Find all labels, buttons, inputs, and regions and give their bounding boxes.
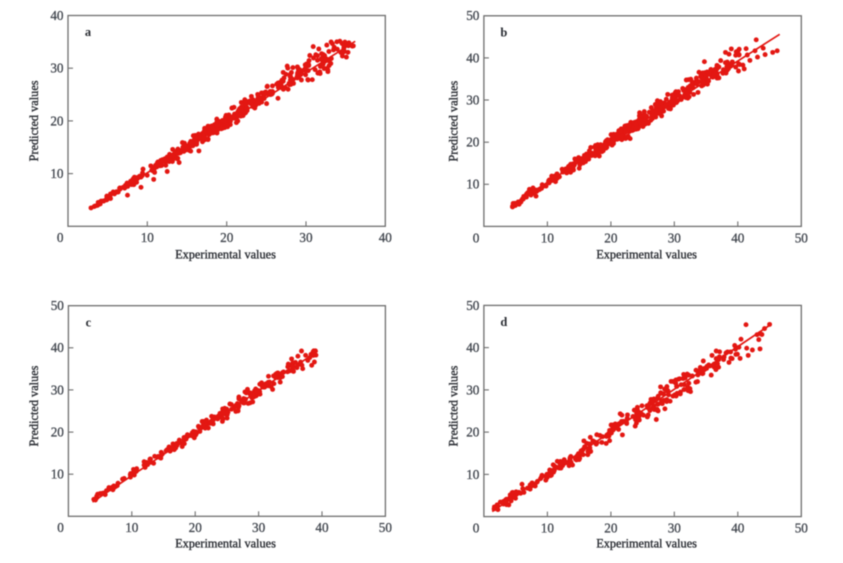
svg-text:20: 20 bbox=[50, 113, 64, 128]
svg-text:20: 20 bbox=[604, 230, 618, 245]
svg-text:10: 10 bbox=[125, 520, 139, 535]
svg-text:30: 30 bbox=[50, 61, 64, 76]
svg-text:40: 40 bbox=[50, 8, 64, 23]
svg-text:30: 30 bbox=[51, 382, 65, 397]
svg-text:20: 20 bbox=[466, 425, 480, 440]
svg-text:30: 30 bbox=[668, 521, 682, 536]
svg-text:Predicted values: Predicted values bbox=[27, 80, 41, 161]
svg-text:40: 40 bbox=[315, 520, 329, 535]
svg-text:10: 10 bbox=[541, 230, 555, 245]
svg-text:0: 0 bbox=[57, 230, 64, 245]
svg-text:40: 40 bbox=[466, 50, 480, 65]
svg-text:Predicted values: Predicted values bbox=[447, 80, 461, 161]
svg-text:Experimental values: Experimental values bbox=[175, 536, 276, 550]
svg-text:50: 50 bbox=[795, 521, 809, 536]
svg-text:30: 30 bbox=[299, 230, 313, 245]
svg-text:0: 0 bbox=[473, 230, 480, 245]
svg-text:50: 50 bbox=[466, 298, 480, 313]
svg-text:50: 50 bbox=[466, 8, 480, 23]
svg-text:10: 10 bbox=[141, 230, 155, 245]
svg-text:50: 50 bbox=[795, 230, 809, 245]
svg-text:0: 0 bbox=[57, 520, 64, 535]
svg-text:40: 40 bbox=[731, 230, 745, 245]
svg-text:Predicted values: Predicted values bbox=[447, 365, 461, 446]
svg-text:50: 50 bbox=[379, 520, 393, 535]
svg-text:40: 40 bbox=[379, 230, 393, 245]
svg-text:50: 50 bbox=[51, 298, 65, 313]
svg-text:Experimental values: Experimental values bbox=[175, 247, 276, 261]
svg-text:0: 0 bbox=[473, 521, 480, 536]
svg-text:20: 20 bbox=[220, 230, 234, 245]
svg-text:a: a bbox=[85, 25, 92, 39]
svg-text:b: b bbox=[500, 26, 507, 40]
svg-text:30: 30 bbox=[466, 382, 480, 397]
svg-text:Predicted values: Predicted values bbox=[27, 365, 41, 446]
svg-text:20: 20 bbox=[189, 520, 203, 535]
svg-text:20: 20 bbox=[51, 425, 65, 440]
svg-text:d: d bbox=[500, 315, 507, 329]
svg-text:10: 10 bbox=[51, 467, 65, 482]
svg-text:40: 40 bbox=[466, 340, 480, 355]
svg-text:30: 30 bbox=[252, 520, 266, 535]
svg-text:40: 40 bbox=[731, 521, 745, 536]
svg-text:10: 10 bbox=[466, 467, 480, 482]
svg-text:10: 10 bbox=[50, 166, 64, 181]
svg-text:30: 30 bbox=[466, 92, 480, 107]
svg-text:c: c bbox=[86, 315, 92, 329]
svg-text:30: 30 bbox=[668, 230, 682, 245]
svg-text:10: 10 bbox=[541, 521, 555, 536]
svg-text:20: 20 bbox=[466, 135, 480, 150]
svg-text:Experimental values: Experimental values bbox=[596, 536, 697, 550]
svg-text:Experimental values: Experimental values bbox=[596, 247, 697, 261]
svg-text:40: 40 bbox=[51, 340, 65, 355]
svg-text:20: 20 bbox=[604, 521, 618, 536]
svg-text:10: 10 bbox=[466, 177, 480, 192]
